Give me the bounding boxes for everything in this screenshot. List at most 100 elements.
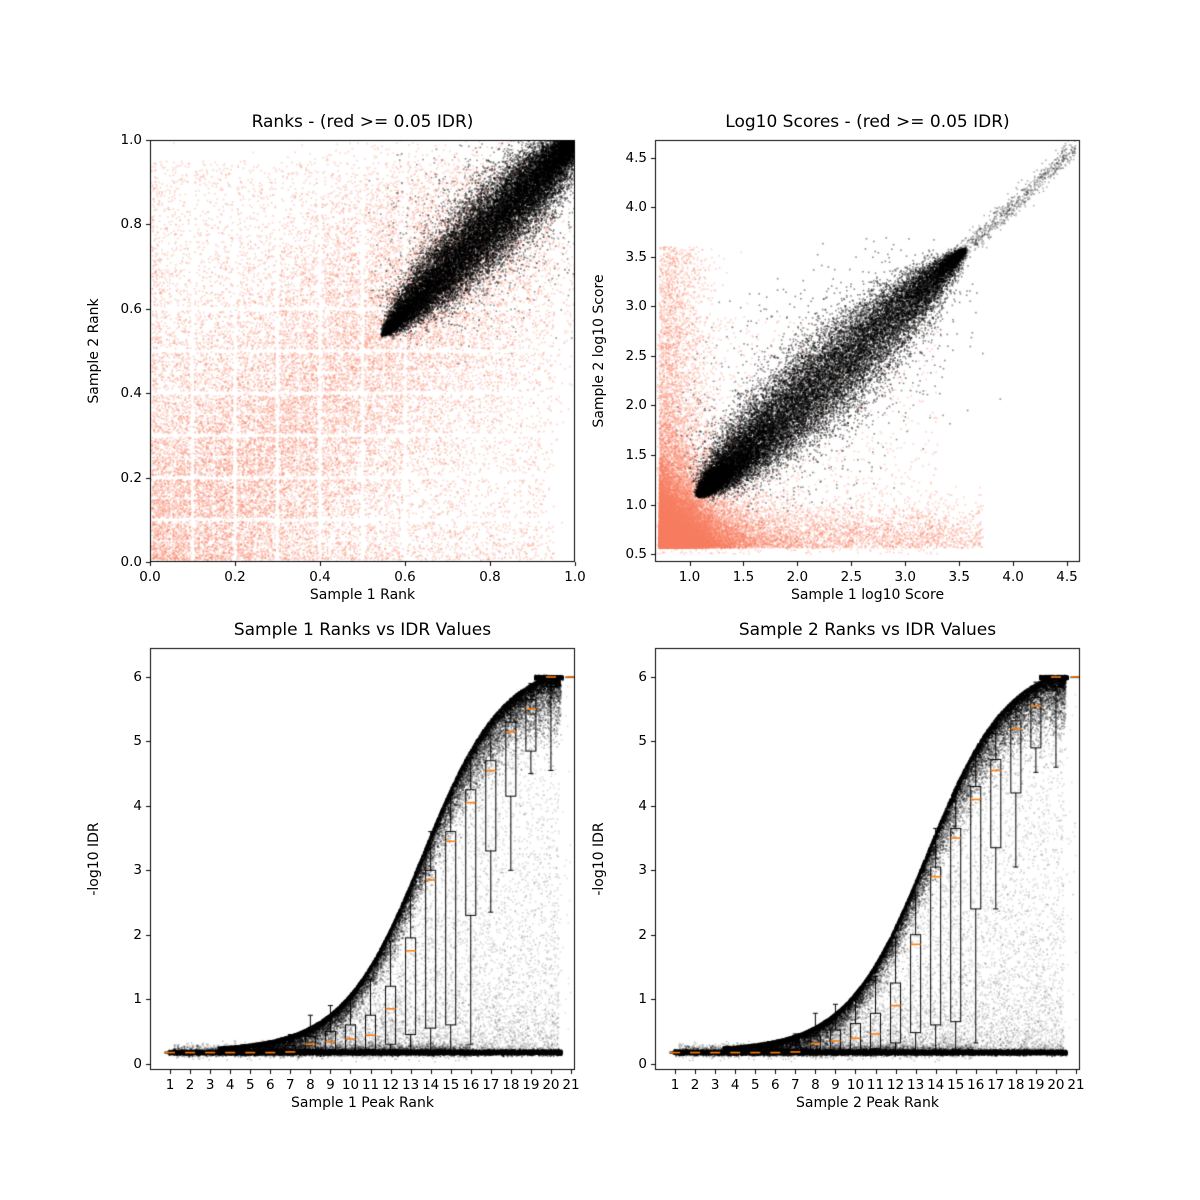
x-tick-label: 6: [265, 1077, 275, 1093]
x-tick-label: 2: [690, 1077, 700, 1093]
x-tick-label: 15: [947, 1077, 965, 1093]
y-tick-label: 1: [133, 991, 142, 1008]
y-axis-label: -log10 IDR: [591, 822, 607, 896]
x-tick-label: 16: [462, 1077, 480, 1093]
x-tick-label: 4.5: [1056, 569, 1078, 585]
x-tick-label: 0.4: [309, 569, 331, 585]
y-tick-label: 3: [638, 862, 647, 879]
x-tick-label: 21: [562, 1077, 580, 1093]
x-tick-label: 6: [770, 1077, 780, 1093]
x-tick-label: 12: [381, 1077, 400, 1093]
x-tick-label: 2.0: [786, 569, 809, 585]
y-tick-label: 0.6: [120, 300, 142, 317]
y-tick-label: 3.5: [625, 248, 647, 265]
y-tick-label: 5: [133, 733, 142, 750]
x-tick-label: 1.0: [678, 569, 701, 585]
x-tick-label: 10: [341, 1077, 360, 1093]
y-tick-label: 4.5: [625, 149, 647, 166]
x-tick-label: 20: [1047, 1077, 1065, 1093]
y-tick-label: 1.0: [625, 496, 647, 513]
y-tick-label: 4: [133, 797, 142, 814]
y-tick-label: 2: [638, 926, 647, 943]
x-tick-label: 20: [542, 1077, 560, 1093]
x-tick-label: 16: [967, 1077, 985, 1093]
x-tick-label: 13: [907, 1077, 925, 1093]
x-tick-label: 3: [710, 1077, 720, 1093]
x-tick-label: 11: [866, 1077, 885, 1093]
x-tick-label: 10: [846, 1077, 865, 1093]
y-tick-label: 5: [638, 733, 647, 750]
x-tick-label: 5: [245, 1077, 255, 1093]
x-tick-label: 0.8: [479, 569, 501, 585]
x-tick-label: 15: [442, 1077, 460, 1093]
y-axis-label: Sample 2 log10 Score: [591, 274, 607, 428]
x-tick-label: 17: [987, 1077, 1005, 1093]
y-tick-label: 0.2: [120, 469, 142, 486]
x-tick-label: 8: [306, 1077, 315, 1093]
y-tick-label: 6: [133, 668, 142, 685]
x-tick-label: 4: [730, 1077, 740, 1093]
y-axis-label: Sample 2 Rank: [86, 298, 102, 404]
y-tick-label: 0: [133, 1055, 142, 1072]
y-tick-label: 0.0: [120, 554, 142, 570]
x-tick-label: 3: [205, 1077, 215, 1093]
x-tick-label: 3.5: [948, 569, 970, 585]
x-tick-label: 18: [1007, 1077, 1025, 1093]
x-tick-label: 2.5: [840, 569, 863, 585]
x-tick-label: 21: [1067, 1077, 1085, 1093]
y-tick-label: 1.5: [625, 447, 647, 463]
y-tick-label: 0: [638, 1055, 647, 1072]
y-tick-label: 4.0: [625, 199, 647, 216]
x-tick-label: 0.2: [224, 569, 246, 585]
y-tick-label: 6: [638, 668, 647, 685]
x-tick-label: 7: [791, 1077, 800, 1093]
y-tick-label: 2: [133, 926, 142, 943]
x-tick-label: 18: [502, 1077, 520, 1093]
x-tick-label: 4.0: [1002, 569, 1024, 585]
x-tick-label: 1.5: [732, 569, 755, 585]
x-tick-label: 1: [670, 1077, 680, 1093]
x-tick-label: 9: [326, 1077, 335, 1093]
x-tick-label: 2: [185, 1077, 195, 1093]
y-tick-label: 0.5: [625, 546, 647, 563]
panel-ranks: Ranks - (red >= 0.05 IDR) Sample 1 Rank …: [86, 112, 586, 603]
y-tick-label: 3: [133, 862, 142, 879]
chart-title: Sample 1 Ranks vs IDR Values: [233, 620, 492, 640]
x-tick-label: 0.0: [139, 569, 161, 585]
chart-title: Sample 2 Ranks vs IDR Values: [738, 620, 997, 640]
x-tick-label: 11: [361, 1077, 380, 1093]
x-tick-label: 4: [225, 1077, 235, 1093]
x-tick-label: 19: [522, 1077, 540, 1093]
x-axis-label: Sample 1 Rank: [309, 587, 416, 603]
x-axis-label: Sample 1 Peak Rank: [291, 1095, 434, 1111]
x-tick-label: 12: [886, 1077, 905, 1093]
panel-sample2-idr: Sample 2 Ranks vs IDR Values Sample 2 Pe…: [591, 620, 1085, 1111]
panel-sample1-idr: Sample 1 Ranks vs IDR Values Sample 1 Pe…: [86, 620, 580, 1111]
x-tick-label: 14: [422, 1077, 440, 1093]
y-tick-label: 3.0: [625, 298, 647, 315]
y-tick-label: 1: [638, 991, 647, 1008]
x-tick-label: 17: [482, 1077, 500, 1093]
panel-log10-scores: Log10 Scores - (red >= 0.05 IDR) Sample …: [591, 112, 1080, 603]
y-axis-label: -log10 IDR: [86, 822, 102, 896]
x-tick-label: 3.0: [894, 569, 916, 585]
chart-title: Log10 Scores - (red >= 0.05 IDR): [725, 112, 1010, 132]
x-tick-label: 5: [750, 1077, 760, 1093]
y-tick-label: 0.4: [120, 385, 142, 402]
y-tick-label: 2.5: [625, 347, 647, 364]
y-tick-label: 1.0: [120, 132, 142, 148]
x-tick-label: 0.6: [394, 569, 416, 585]
x-axis-label: Sample 1 log10 Score: [790, 587, 945, 603]
x-tick-label: 9: [831, 1077, 840, 1093]
y-tick-label: 4: [638, 797, 647, 814]
x-tick-label: 1: [165, 1077, 175, 1093]
y-tick-label: 2.0: [625, 397, 647, 414]
x-axis-label: Sample 2 Peak Rank: [796, 1095, 939, 1111]
x-tick-label: 7: [286, 1077, 295, 1093]
x-tick-label: 19: [1027, 1077, 1045, 1093]
x-tick-label: 8: [811, 1077, 820, 1093]
chart-title: Ranks - (red >= 0.05 IDR): [251, 112, 474, 132]
x-tick-label: 13: [402, 1077, 420, 1093]
y-tick-label: 0.8: [120, 216, 142, 233]
